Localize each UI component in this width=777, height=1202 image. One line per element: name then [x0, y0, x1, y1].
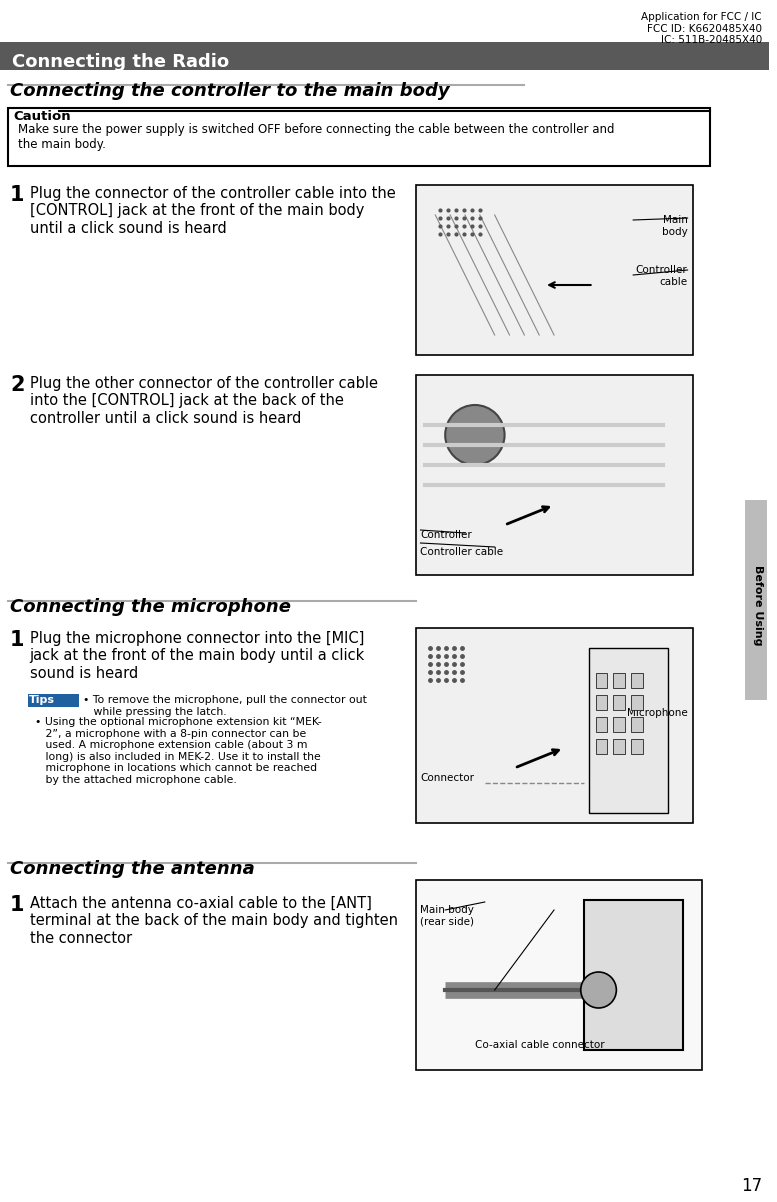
Bar — [745, 500, 767, 700]
Text: Plug the connector of the controller cable into the
[CONTROL] jack at the front : Plug the connector of the controller cab… — [30, 186, 395, 236]
Bar — [596, 739, 608, 754]
Bar — [0, 42, 768, 70]
Text: Microphone: Microphone — [627, 708, 688, 718]
Text: Controller cable: Controller cable — [420, 547, 503, 557]
Text: Plug the other connector of the controller cable
into the [CONTROL] jack at the : Plug the other connector of the controll… — [30, 376, 378, 426]
Text: 1: 1 — [10, 185, 24, 206]
Text: • To remove the microphone, pull the connector out
   while pressing the latch.: • To remove the microphone, pull the con… — [83, 695, 367, 716]
Text: Connecting the microphone: Connecting the microphone — [10, 599, 291, 615]
Text: Attach the antenna co-axial cable to the [ANT]
terminal at the back of the main : Attach the antenna co-axial cable to the… — [30, 895, 398, 946]
Bar — [631, 739, 643, 754]
Bar — [8, 108, 710, 166]
Circle shape — [445, 405, 504, 465]
Bar — [416, 375, 692, 575]
Bar — [631, 695, 643, 710]
Text: 1: 1 — [10, 895, 24, 915]
Text: Main body
(rear side): Main body (rear side) — [420, 905, 475, 927]
Text: Controller: Controller — [420, 530, 472, 540]
Bar — [584, 900, 683, 1051]
Text: Controller
cable: Controller cable — [636, 264, 688, 286]
Text: Caution: Caution — [14, 111, 71, 123]
Bar — [613, 695, 625, 710]
Text: Connecting the Radio: Connecting the Radio — [12, 53, 229, 71]
Text: Tips: Tips — [29, 695, 54, 706]
Bar — [416, 880, 702, 1070]
Bar — [613, 718, 625, 732]
Text: 17: 17 — [740, 1177, 761, 1195]
Text: Application for FCC / IC
FCC ID: K6620485X40
IC: 511B-20485X40: Application for FCC / IC FCC ID: K662048… — [641, 12, 761, 46]
Text: Connecting the antenna: Connecting the antenna — [10, 859, 255, 877]
Bar — [589, 648, 667, 813]
Text: Make sure the power supply is switched OFF before connecting the cable between t: Make sure the power supply is switched O… — [18, 123, 615, 151]
Text: Main
body: Main body — [662, 215, 688, 237]
Bar — [416, 185, 692, 355]
Text: • Using the optional microphone extension kit “MEK-
   2”, a microphone with a 8: • Using the optional microphone extensio… — [35, 718, 322, 785]
Circle shape — [580, 972, 616, 1008]
Bar — [596, 695, 608, 710]
Bar — [613, 739, 625, 754]
Text: 2: 2 — [10, 375, 24, 395]
Bar — [596, 718, 608, 732]
Bar — [416, 627, 692, 823]
Bar — [631, 718, 643, 732]
Text: Connecting the controller to the main body: Connecting the controller to the main bo… — [10, 82, 450, 100]
Bar — [631, 673, 643, 688]
Text: 1: 1 — [10, 630, 24, 650]
Bar — [28, 694, 79, 707]
Bar — [613, 673, 625, 688]
Text: Co-axial cable connector: Co-axial cable connector — [475, 1040, 605, 1051]
Text: Before Using: Before Using — [753, 565, 763, 645]
Bar — [596, 673, 608, 688]
Text: Plug the microphone connector into the [MIC]
jack at the front of the main body : Plug the microphone connector into the [… — [30, 631, 365, 680]
Text: Connector: Connector — [420, 773, 475, 783]
